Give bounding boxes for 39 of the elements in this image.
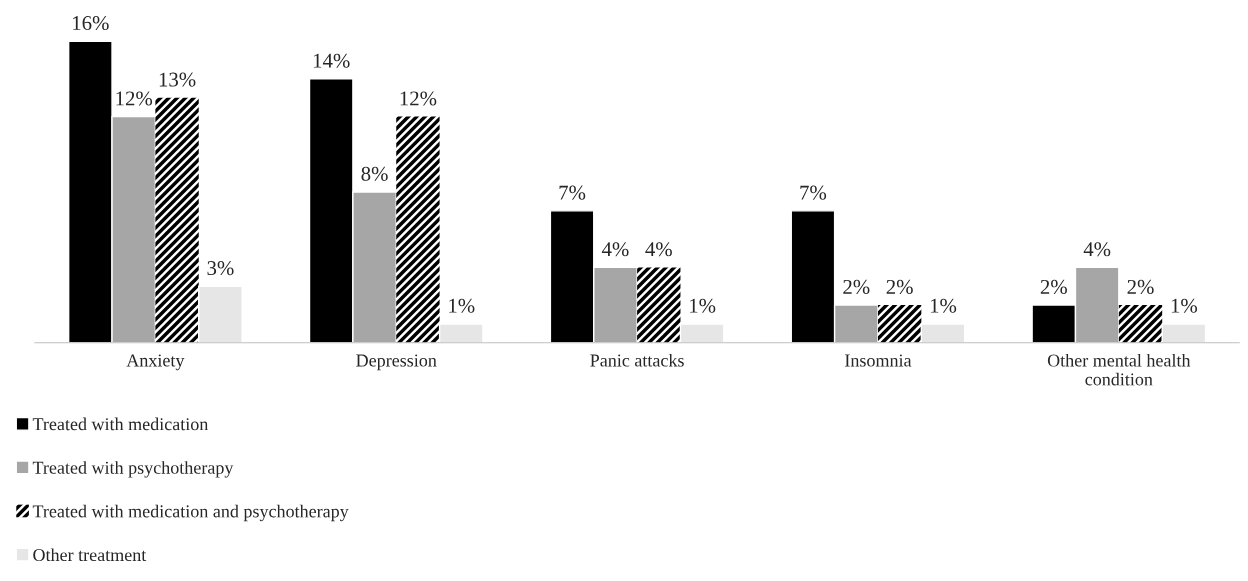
- data-label: 1%: [690, 298, 716, 313]
- legend-label: Treated with psychotherapy: [32, 461, 234, 478]
- data-label: 2%: [1040, 279, 1067, 294]
- data-label: 1%: [930, 298, 957, 313]
- bar: [438, 323, 484, 343]
- x-tick-label: Panic attacks: [590, 353, 684, 367]
- data-label: 2%: [1127, 279, 1154, 294]
- data-label: 2%: [843, 279, 870, 294]
- bar: [396, 116, 440, 343]
- data-label: 14%: [313, 53, 350, 68]
- bar: [1161, 323, 1207, 343]
- legend-label: Treated with medication and psychotherapy: [32, 504, 349, 522]
- data-label: 7%: [800, 185, 827, 200]
- x-tick-label: Insomnia: [845, 354, 912, 367]
- data-label: 7%: [559, 185, 586, 200]
- data-label: 4%: [1083, 242, 1111, 257]
- legend-label: Treated with medication: [32, 417, 209, 431]
- data-label: 12%: [116, 91, 153, 106]
- legend-label: Other treatment: [33, 548, 147, 562]
- x-tick-label: Other mental health condition: [1047, 353, 1191, 386]
- data-label: 1%: [449, 298, 475, 313]
- data-label: 1%: [1171, 298, 1198, 313]
- bar: [155, 97, 199, 343]
- bar: [877, 305, 922, 343]
- data-label: 3%: [207, 261, 234, 276]
- x-tick-label: Depression: [356, 354, 437, 371]
- data-label: 4%: [645, 242, 672, 257]
- bar: [637, 267, 681, 343]
- data-label: 16%: [73, 15, 109, 31]
- data-label: 12%: [400, 91, 437, 106]
- bar: [679, 323, 725, 343]
- data-label: 4%: [601, 242, 629, 257]
- bar: [1118, 305, 1163, 343]
- data-label: 2%: [886, 279, 913, 294]
- bar: [198, 285, 243, 343]
- x-tick-label: Anxiety: [126, 354, 185, 371]
- data-label: 8%: [361, 166, 388, 181]
- data-label: 13%: [159, 72, 196, 87]
- bar: [920, 323, 966, 343]
